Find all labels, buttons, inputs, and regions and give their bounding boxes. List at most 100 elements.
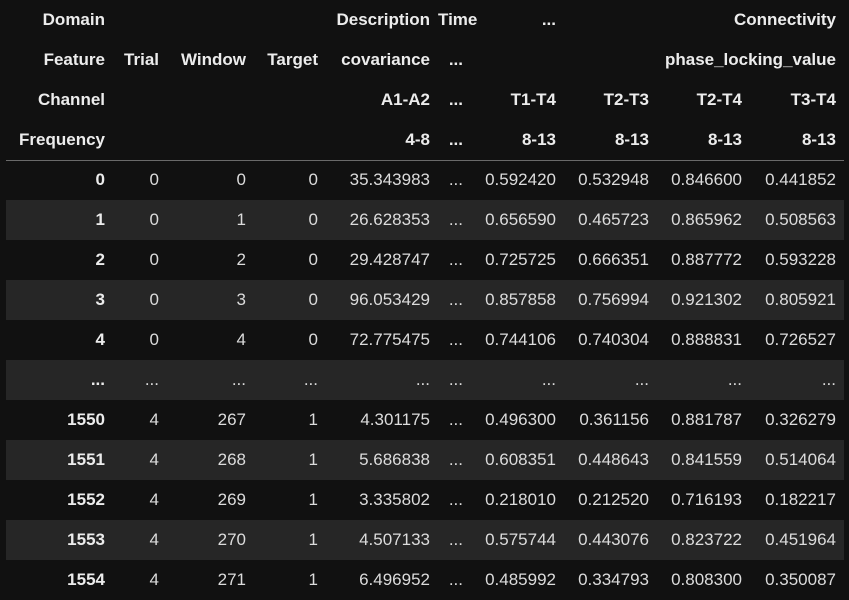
table-cell: 35.343983 <box>349 170 430 190</box>
column-header: T2-T3 <box>603 90 649 109</box>
table-cell: 0.726527 <box>765 330 836 349</box>
table-cell: 0.881787 <box>671 410 742 429</box>
dataframe-output: Domain Description Time... Connectivity Feat… <box>6 0 844 600</box>
table-cell: 0.887772 <box>671 250 742 269</box>
table-cell: 0.921302 <box>671 290 742 309</box>
table-cell: 4 <box>149 490 159 509</box>
table-cell: 29.428747 <box>349 250 430 269</box>
table-cell: 0.350087 <box>765 570 836 589</box>
row-index: 4 <box>95 330 105 349</box>
table-row: 1554 4 271 1 6.496952... 0.485992 0.334793 0.80… <box>6 560 844 600</box>
table-cell: 0.496300 <box>485 410 556 429</box>
column-header <box>254 80 326 120</box>
table-cell: 270 <box>217 530 246 549</box>
table-row: 1550 4 267 1 4.301175... 0.496300 0.361156 0.88… <box>6 400 844 440</box>
table-cell: ... <box>415 370 430 389</box>
table-cell: 271 <box>217 570 246 589</box>
table-cell: 0 <box>149 330 159 349</box>
table-cell: 0.666351 <box>578 250 649 269</box>
dataframe-table: Domain Description Time... Connectivity Feat… <box>6 0 844 600</box>
table-cell: ... <box>448 570 463 589</box>
table-cell: 0.334793 <box>578 570 649 589</box>
table-cell: ... <box>448 490 463 509</box>
table-cell: 72.775475 <box>349 330 430 349</box>
header-level-label: Channel <box>37 90 105 109</box>
table-cell: 0.716193 <box>671 490 742 509</box>
column-header: T1-T4 <box>510 90 556 109</box>
table-cell: 0 <box>149 250 159 269</box>
row-index: 1551 <box>67 450 105 469</box>
table-cell: 0.865962 <box>671 210 742 229</box>
header-row: Frequency 4-8... 8-13 8-13 8-13 8-13 <box>6 120 844 161</box>
table-cell: 0.361156 <box>579 410 649 429</box>
column-header: Connectivity <box>733 10 836 29</box>
table-row: 1553 4 270 1 4.507133... 0.575744 0.443076 0.82… <box>6 520 844 560</box>
row-index: 1552 <box>67 490 105 509</box>
table-cell: 1 <box>308 490 318 509</box>
table-cell: 0.532948 <box>578 170 649 190</box>
column-header: 8-13 <box>750 120 844 161</box>
table-cell: 0 <box>149 210 159 229</box>
table-cell: ... <box>821 370 836 389</box>
table-cell: 4.507133 <box>359 530 430 549</box>
column-header: Time <box>438 10 478 29</box>
table-cell: 4 <box>149 570 159 589</box>
row-index: 1550 <box>67 410 105 429</box>
table-cell: ... <box>448 210 463 229</box>
table-cell: 0 <box>149 170 159 190</box>
row-index: 1 <box>95 210 105 229</box>
table-cell: 0.805921 <box>765 290 836 309</box>
header-row: Channel A1-A2... T1-T4 T2-T3 T2-T4 T3-T4 <box>6 80 844 120</box>
table-cell: 0 <box>236 170 246 190</box>
table-cell: 0.212520 <box>578 490 649 509</box>
header-level-label: Domain <box>42 10 105 29</box>
table-row: .............................. <box>6 360 844 400</box>
row-index: ... <box>90 370 105 389</box>
column-header: phase_locking_value <box>664 50 836 69</box>
table-cell: 0.744106 <box>485 330 556 349</box>
table-cell: 0.823722 <box>671 530 742 549</box>
table-cell: ... <box>448 290 463 309</box>
table-cell: ... <box>448 170 463 190</box>
table-cell: 0.508563 <box>765 210 836 229</box>
table-cell: 4 <box>149 450 159 469</box>
table-cell: 1 <box>308 570 318 589</box>
column-header <box>254 120 326 161</box>
table-cell: 1 <box>308 530 318 549</box>
table-row: 3 0 3 0 96.053429... 0.857858 0.756994 0.921302… <box>6 280 844 320</box>
column-header <box>113 80 167 120</box>
table-cell: ... <box>448 370 463 389</box>
table-cell: 4 <box>149 410 159 429</box>
table-cell: ... <box>448 330 463 349</box>
table-cell: 0.740304 <box>578 330 649 349</box>
table-row: 1551 4 268 1 5.686838... 0.608351 0.448643 0.84… <box>6 440 844 480</box>
table-cell: 96.053429 <box>349 290 430 309</box>
column-header: covariance <box>341 50 430 69</box>
table-cell: 0.451964 <box>765 530 836 549</box>
table-cell: ... <box>448 410 463 429</box>
row-index: 1553 <box>67 530 105 549</box>
row-index: 2 <box>95 250 105 269</box>
table-cell: 0.441852 <box>765 170 836 190</box>
table-cell: ... <box>303 370 318 389</box>
table-cell: 0.592420 <box>485 170 556 190</box>
table-row: 1 0 1 0 26.628353... 0.656590 0.465723 0.865962… <box>6 200 844 240</box>
column-header: 8-13 <box>657 120 750 161</box>
table-cell: ... <box>448 530 463 549</box>
column-header <box>167 80 254 120</box>
table-cell: 0.808300 <box>671 570 742 589</box>
column-header: 8-13 <box>471 120 564 161</box>
table-row: 2 0 2 0 29.428747... 0.725725 0.666351 0.887772… <box>6 240 844 280</box>
table-cell: ... <box>231 370 246 389</box>
column-header: Target <box>267 50 318 69</box>
header-row: Domain Description Time... Connectivity <box>6 0 844 40</box>
column-header <box>113 120 167 161</box>
table-cell: 0.841559 <box>671 450 742 469</box>
table-cell: 2 <box>236 250 246 269</box>
table-cell: ... <box>448 250 463 269</box>
table-cell: ... <box>727 370 742 389</box>
table-cell: 0 <box>308 290 318 309</box>
table-row: 4 0 4 0 72.775475... 0.744106 0.740304 0.888831… <box>6 320 844 360</box>
table-cell: 6.496952 <box>359 570 430 589</box>
table-cell: 4 <box>236 330 246 349</box>
